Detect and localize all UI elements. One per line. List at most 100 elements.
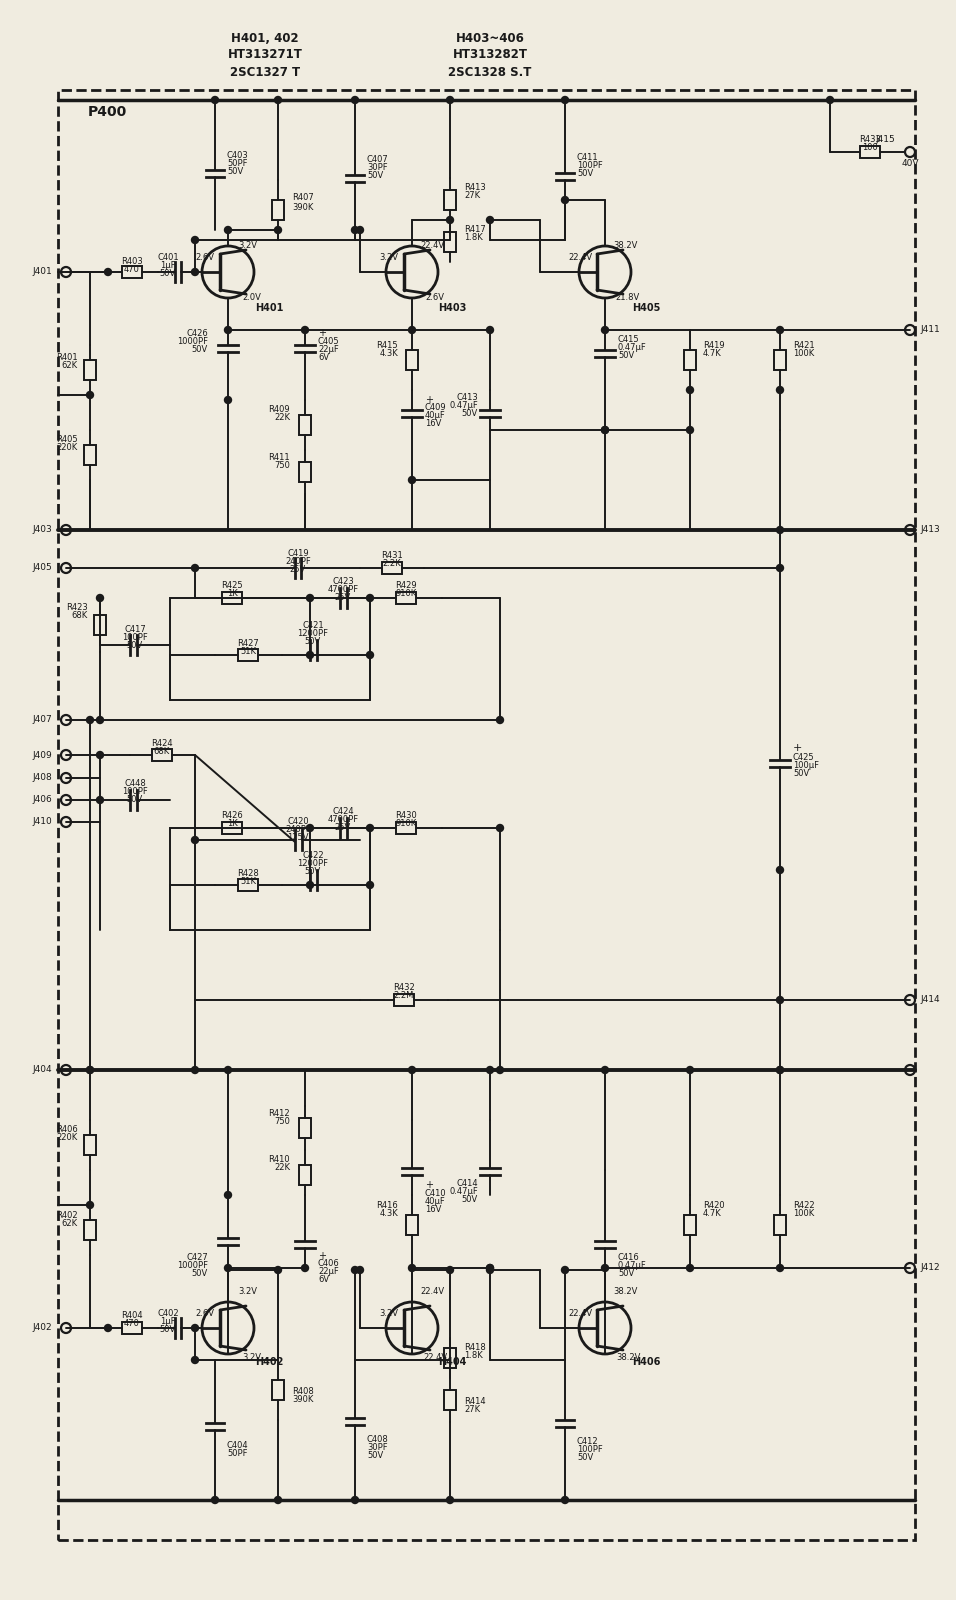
Bar [299,1165,311,1186]
Circle shape [776,997,784,1003]
Bar [170,598,370,701]
Text: 38.2V: 38.2V [616,1354,641,1363]
Text: C419: C419 [287,549,309,557]
Bar [272,200,284,219]
Text: C406: C406 [318,1259,339,1269]
Text: C417: C417 [124,624,146,634]
Text: 220K: 220K [56,1133,78,1142]
Text: J409: J409 [33,750,52,760]
Text: 50V: 50V [462,410,478,419]
Bar [94,614,106,635]
Circle shape [274,1496,281,1504]
Text: R401: R401 [56,354,78,363]
Text: 125V: 125V [287,834,309,843]
Text: 50V: 50V [305,637,321,646]
Circle shape [225,1192,231,1198]
Text: J413: J413 [920,525,940,534]
Text: 50V: 50V [160,1325,176,1333]
Text: 22μF: 22μF [318,1267,338,1277]
Text: J412: J412 [920,1264,940,1272]
Circle shape [776,1067,784,1074]
Text: H405: H405 [632,302,661,314]
Circle shape [274,1267,281,1274]
Circle shape [352,96,358,104]
Text: 22μF: 22μF [318,344,338,354]
Text: 22.4V: 22.4V [420,1288,445,1296]
Text: R428: R428 [237,869,259,877]
Bar [222,822,242,834]
Text: 390K: 390K [292,203,314,213]
Circle shape [357,227,363,234]
Bar [396,822,416,834]
Text: R410: R410 [269,1155,290,1165]
Text: 100K: 100K [793,1208,815,1218]
Text: 1.8K: 1.8K [464,234,483,243]
Text: +: + [318,328,326,338]
Bar [394,994,414,1006]
Text: C423: C423 [332,578,354,587]
Circle shape [191,1357,199,1363]
Circle shape [601,1264,609,1272]
Text: C401: C401 [157,253,179,261]
Text: 51K: 51K [240,877,256,885]
Text: 4.3K: 4.3K [380,349,398,357]
Text: 1.8K: 1.8K [464,1352,483,1360]
Text: 470: 470 [124,264,140,274]
Text: R432: R432 [393,984,415,992]
Text: R402: R402 [56,1211,78,1219]
Text: 910K: 910K [396,589,417,598]
Text: R406: R406 [56,1125,78,1134]
Text: R414: R414 [464,1397,486,1406]
Circle shape [86,1202,94,1208]
Text: R422: R422 [793,1200,815,1210]
Circle shape [191,1325,199,1331]
Bar [84,1134,96,1155]
Text: R409: R409 [269,405,290,414]
Text: J406: J406 [33,795,52,805]
Text: +: + [318,1251,326,1261]
Text: R416: R416 [377,1200,398,1210]
Text: C404: C404 [227,1440,249,1450]
Circle shape [225,1264,231,1272]
Text: 2.6V: 2.6V [195,253,214,262]
Circle shape [211,96,219,104]
Text: J414: J414 [920,995,940,1005]
Circle shape [191,565,199,571]
Text: H402: H402 [255,1357,283,1366]
Text: C413: C413 [456,394,478,403]
Text: C427: C427 [186,1253,208,1261]
Circle shape [561,96,569,104]
Text: 3.2V: 3.2V [243,1354,262,1363]
Circle shape [86,1067,94,1074]
Circle shape [487,1264,493,1272]
Text: +: + [425,395,433,405]
Circle shape [104,1325,112,1331]
Circle shape [274,227,281,234]
Bar [774,1214,786,1235]
Text: C421: C421 [302,621,324,630]
Text: 22.4V: 22.4V [423,1354,447,1363]
Bar [170,829,370,930]
Circle shape [776,867,784,874]
Circle shape [225,397,231,403]
Text: C422: C422 [302,851,324,861]
Text: 1000PF: 1000PF [177,1261,208,1269]
Text: 22.4V: 22.4V [420,242,445,251]
Circle shape [211,1496,219,1504]
Text: 0.47μF: 0.47μF [449,402,478,411]
Bar [299,1118,311,1138]
Text: 38.2V: 38.2V [613,1288,638,1296]
Circle shape [191,1067,199,1074]
Circle shape [408,477,416,483]
Text: 50V: 50V [367,1451,383,1461]
Circle shape [225,326,231,333]
Text: R423: R423 [66,603,88,613]
Text: J408: J408 [33,773,52,782]
Text: 38.2V: 38.2V [613,242,638,251]
Text: 50V: 50V [577,1453,594,1462]
Bar [406,350,418,370]
Bar [774,350,786,370]
Circle shape [352,227,358,234]
Bar [684,1214,696,1235]
Text: 62K: 62K [62,362,78,371]
